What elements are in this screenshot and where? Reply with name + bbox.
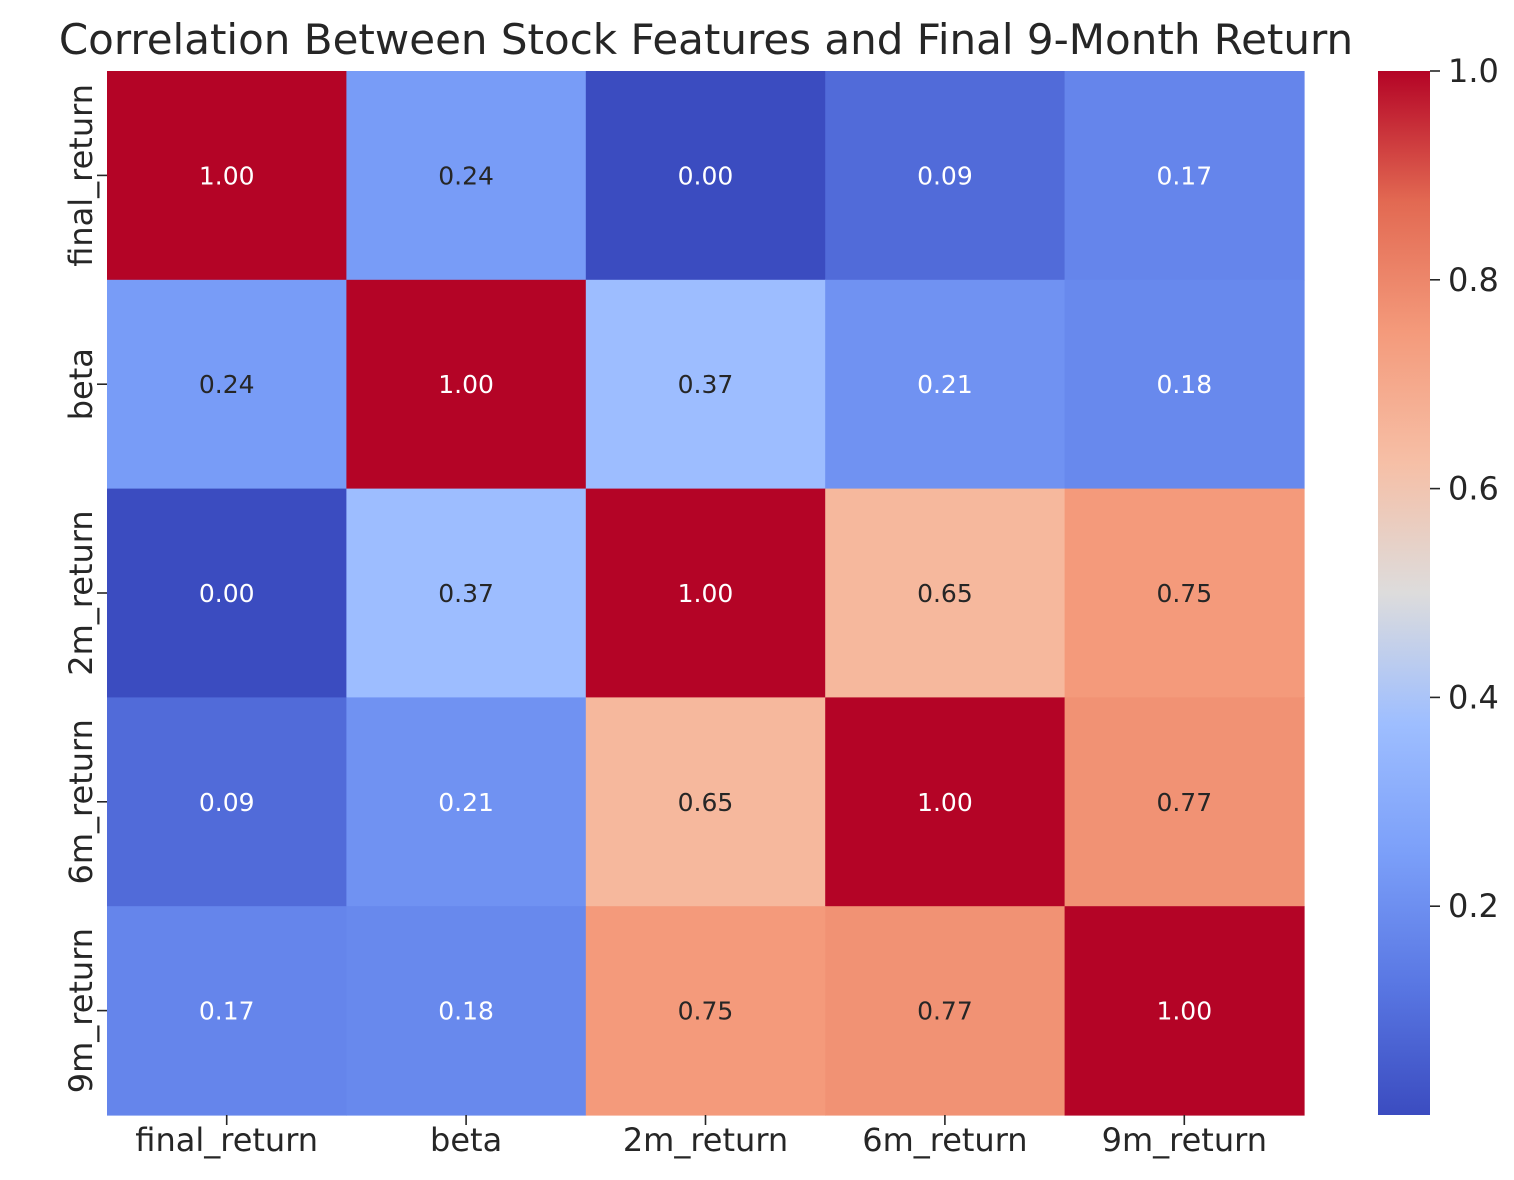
heatmap-cell <box>825 697 1066 907</box>
cell-value-label: 1.00 <box>1156 997 1212 1026</box>
heatmap-cell <box>107 906 347 1116</box>
cell-value-label: 0.37 <box>678 370 734 399</box>
x-axis: final_return beta 2m_return 6m_return 9m_ret… <box>135 1115 1267 1159</box>
y-tick-label: 6m_return <box>62 719 100 884</box>
heatmap-cell <box>585 697 826 907</box>
heatmap-cell <box>107 279 347 490</box>
cell-value-label: 0.77 <box>1156 788 1212 817</box>
heatmap-cell <box>585 71 826 281</box>
cell-value-label: 0.00 <box>199 579 255 608</box>
heatmap-cell <box>825 71 1066 281</box>
x-tick-label: 2m_return <box>623 1121 788 1159</box>
heatmap-cell <box>825 906 1066 1116</box>
y-tick-label: final_return <box>62 84 100 267</box>
heatmap-cell <box>1064 279 1305 490</box>
heatmap-cell <box>346 906 587 1116</box>
y-tick-label: 9m_return <box>62 928 100 1093</box>
heatmap-cell <box>585 488 826 698</box>
cell-value-label: 1.00 <box>438 370 494 399</box>
colorbar: 0.2 0.4 0.6 0.8 1.0 <box>1378 52 1499 1115</box>
cell-value-label: 0.24 <box>199 370 255 399</box>
cell-value-label: 1.00 <box>199 161 255 190</box>
cell-value-label: 0.18 <box>438 997 494 1026</box>
colorbar-tick-label: 0.4 <box>1448 678 1499 716</box>
cell-value-label: 0.09 <box>199 788 255 817</box>
cell-value-label: 0.65 <box>917 579 973 608</box>
heatmap-cell <box>346 279 587 490</box>
cell-value-label: 0.75 <box>678 997 734 1026</box>
x-tick-label: 6m_return <box>862 1121 1027 1159</box>
cell-value-label: 0.65 <box>678 788 734 817</box>
x-tick-label: beta <box>430 1121 502 1159</box>
heatmap-cell <box>1064 488 1305 698</box>
heatmap-cell <box>346 71 587 281</box>
cell-value-label: 0.00 <box>678 161 734 190</box>
heatmap-cell <box>585 906 826 1116</box>
heatmap-cell <box>107 697 347 907</box>
cell-value-label: 0.09 <box>917 161 973 190</box>
cell-value-label: 0.37 <box>438 579 494 608</box>
cell-value-label: 0.17 <box>199 997 255 1026</box>
colorbar-tick-label: 1.0 <box>1448 52 1499 90</box>
heatmap-cell <box>825 279 1066 490</box>
chart-title: Correlation Between Stock Features and F… <box>59 15 1353 64</box>
heatmap-cell <box>107 488 347 698</box>
cell-value-label: 0.18 <box>1156 370 1212 399</box>
cell-value-label: 0.24 <box>438 161 494 190</box>
heatmap-cell <box>107 71 347 281</box>
heatmap-cell <box>1064 697 1305 907</box>
cell-value-label: 0.17 <box>1156 161 1212 190</box>
heatmap-cell <box>825 488 1066 698</box>
heatmap-cell <box>346 488 587 698</box>
colorbar-tick-label: 0.8 <box>1448 261 1499 299</box>
heatmap-cell <box>1064 906 1305 1116</box>
cell-value-label: 0.21 <box>438 788 494 817</box>
cell-value-label: 0.75 <box>1156 579 1212 608</box>
colorbar-gradient <box>1378 71 1430 1115</box>
colorbar-tick-label: 0.2 <box>1448 887 1499 925</box>
y-tick-label: beta <box>62 348 100 420</box>
x-tick-label: final_return <box>135 1121 318 1159</box>
cell-value-label: 1.00 <box>678 579 734 608</box>
cell-value-label: 0.21 <box>917 370 973 399</box>
heatmap-cell <box>346 697 587 907</box>
colorbar-tick-label: 0.6 <box>1448 470 1499 508</box>
heatmap-cell <box>585 279 826 490</box>
x-tick-label: 9m_return <box>1102 1121 1267 1159</box>
cell-value-label: 1.00 <box>917 788 973 817</box>
heatmap-cell <box>1064 71 1305 281</box>
cell-value-label: 0.77 <box>917 997 973 1026</box>
heatmap-cells: 1.00 0.24 0.00 0.09 0.17 0.24 1.00 0.37 0.21 0.18… <box>107 71 1305 1116</box>
y-tick-label: 2m_return <box>62 510 100 675</box>
